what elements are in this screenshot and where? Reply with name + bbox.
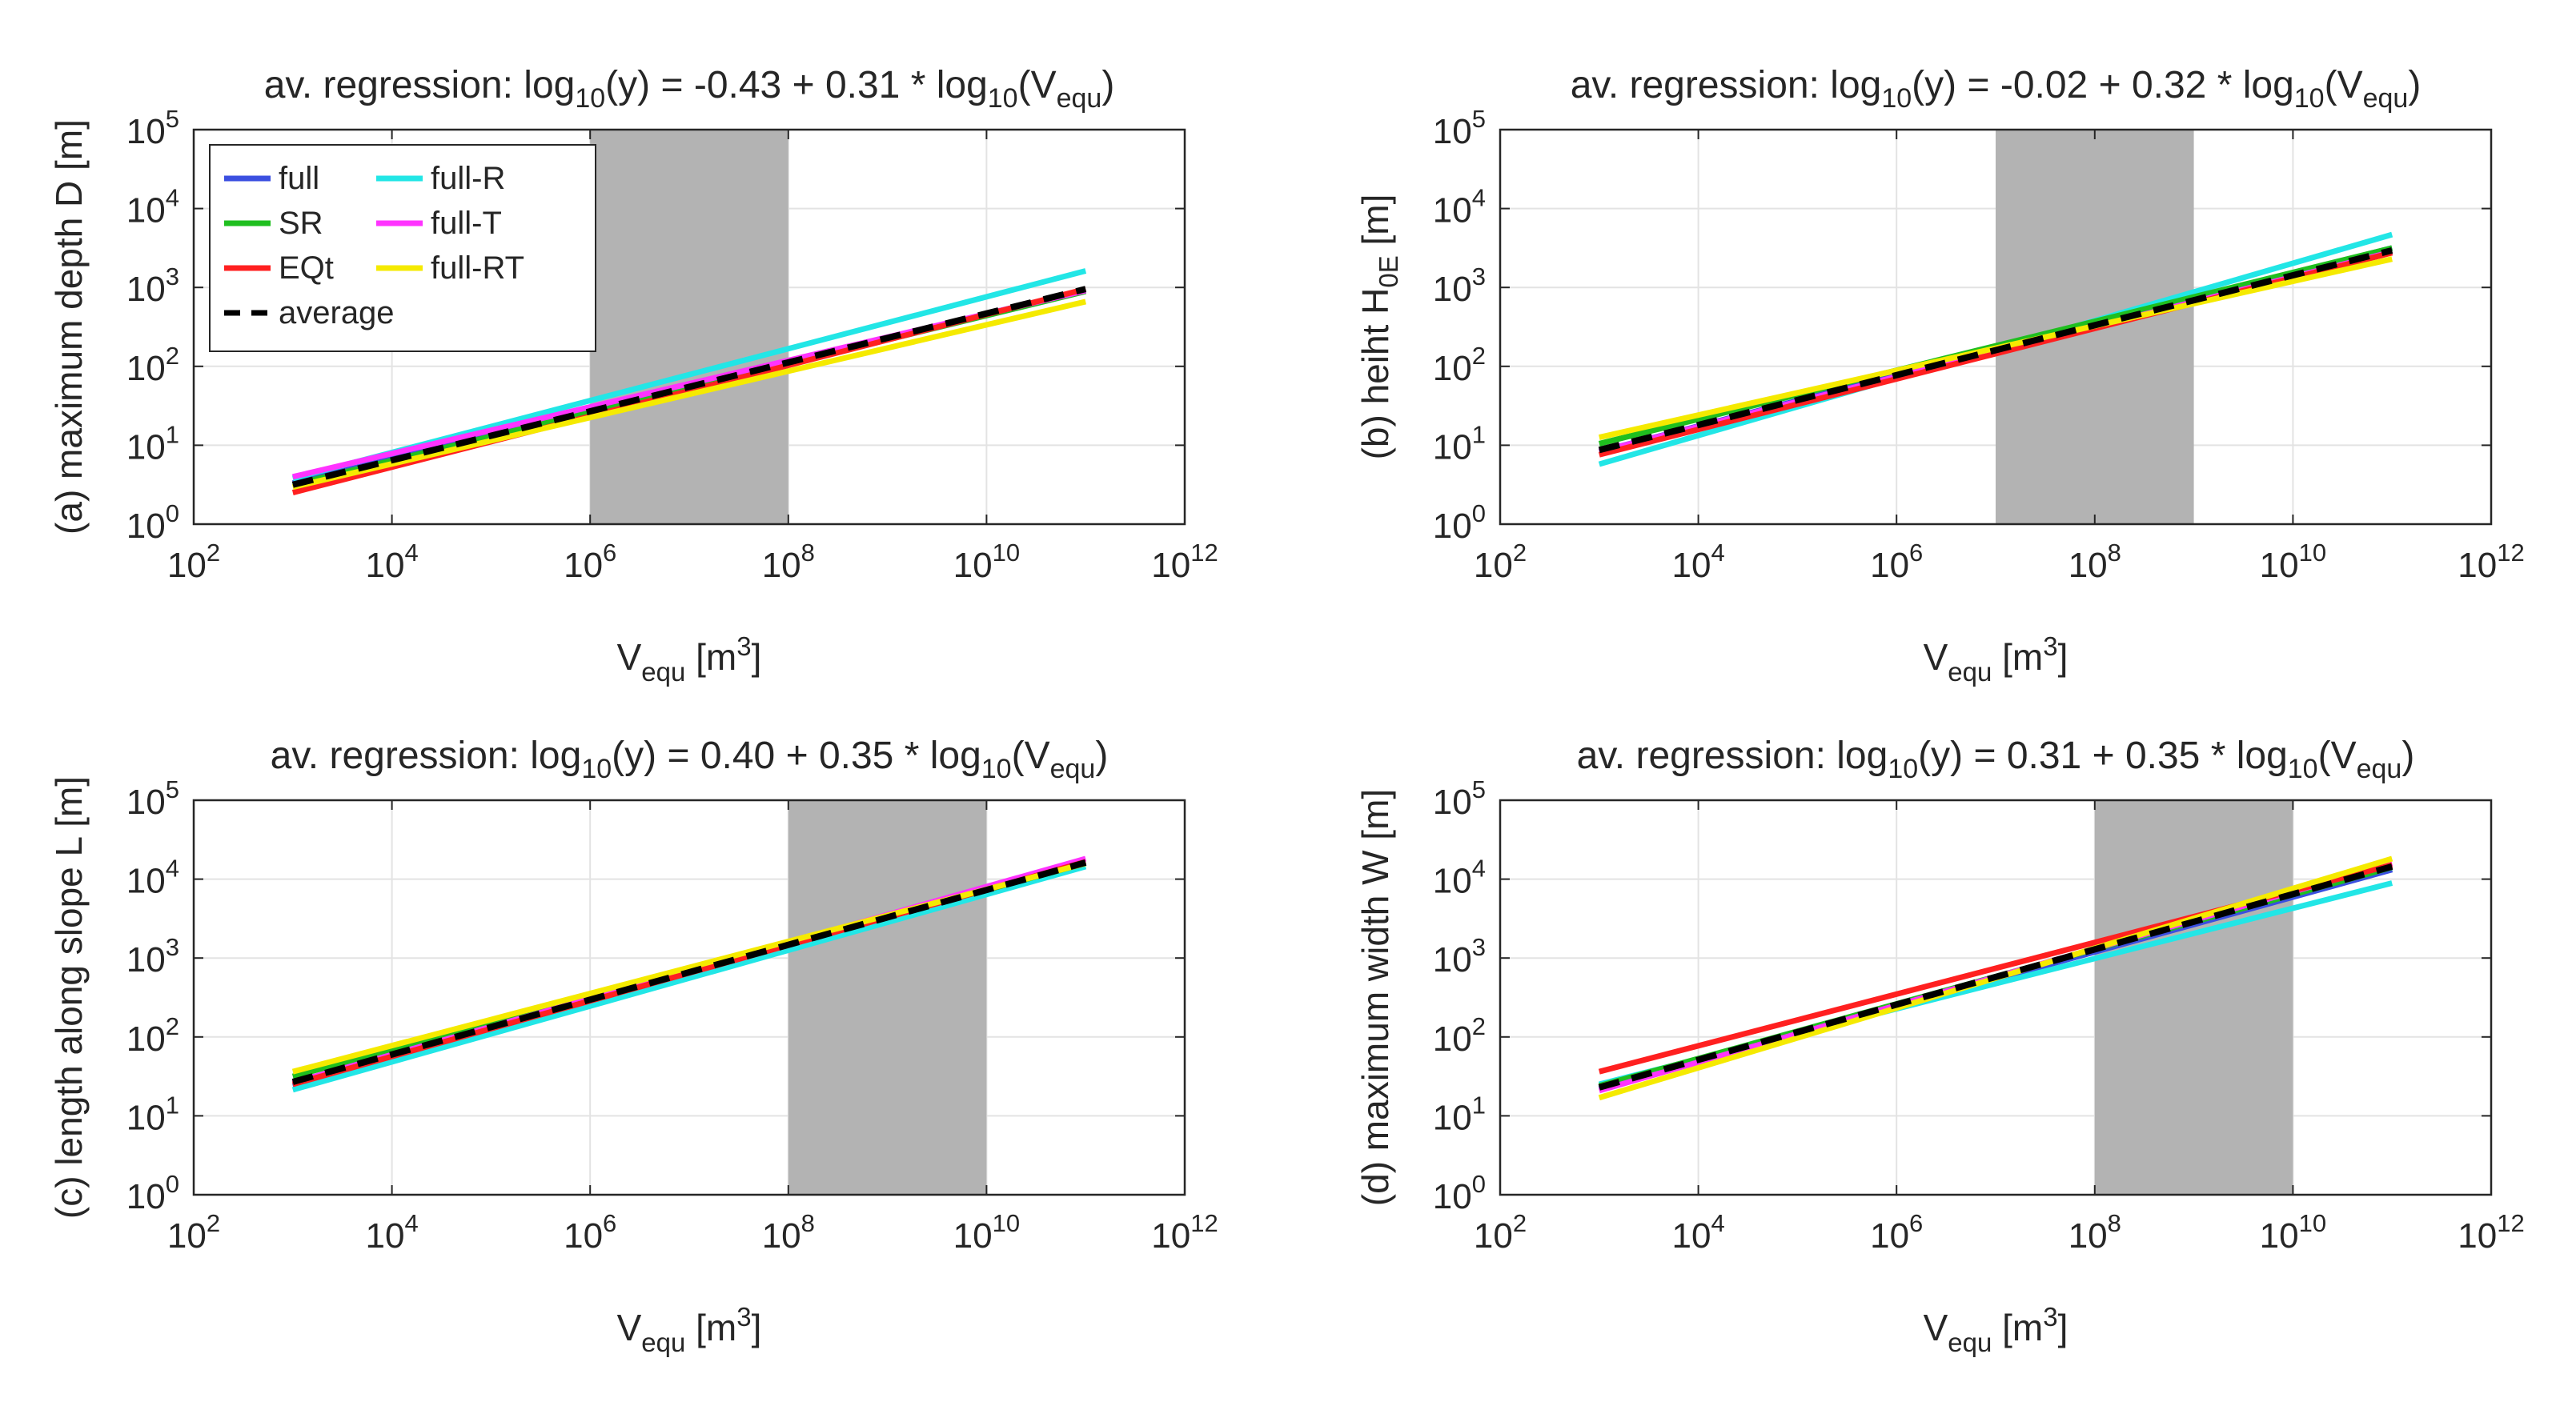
y-axis-title: (d) maximum width W [m] [1354, 789, 1396, 1206]
y-tick-label: 103 [126, 933, 179, 979]
y-tick-label: 104 [126, 184, 179, 230]
shaded-range [590, 130, 788, 524]
shaded-range [788, 800, 987, 1195]
x-tick-label: 102 [1474, 539, 1527, 585]
y-tick-label: 102 [1433, 342, 1486, 388]
y-tick-label: 100 [1433, 1170, 1486, 1216]
y-tick-label: 103 [1433, 262, 1486, 309]
y-tick-label: 105 [1433, 775, 1486, 822]
y-tick-label: 101 [126, 1091, 179, 1137]
legend-label-SR: SR [279, 206, 323, 241]
y-axis-title: (c) length along slope L [m] [48, 776, 90, 1219]
x-tick-label: 102 [167, 539, 220, 585]
y-tick-label: 100 [1433, 499, 1486, 546]
x-tick-label: 102 [1474, 1209, 1527, 1256]
y-tick-label: 101 [1433, 420, 1486, 467]
x-tick-label: 106 [564, 1209, 616, 1256]
x-tick-label: 108 [2068, 539, 2121, 585]
x-tick-label: 1010 [2260, 539, 2326, 585]
y-tick-label: 100 [126, 499, 179, 546]
x-tick-label: 104 [1671, 539, 1724, 585]
axes-box [1499, 128, 2493, 526]
x-tick-label: 108 [762, 1209, 815, 1256]
shaded-range [2094, 800, 2293, 1195]
x-tick-label: 102 [167, 1209, 220, 1256]
x-tick-label: 108 [762, 539, 815, 585]
x-tick-label: 104 [1671, 1209, 1724, 1256]
plot-area [1500, 800, 2491, 1195]
panel-a: 102 104 106 108 1010 1012 100 101 102 103 104 105 av… [48, 64, 1218, 687]
x-tick-label: 106 [564, 539, 616, 585]
legend-label-average: average [279, 295, 395, 330]
plot-title: av. regression: log10(y) = 0.31 + 0.35 *… [1577, 735, 2415, 784]
series-line-average [291, 859, 1087, 1085]
y-tick-label: 101 [1433, 1091, 1486, 1137]
legend-label-full-RT: full-RT [431, 250, 524, 286]
series-line-average [291, 286, 1087, 488]
x-tick-label: 1010 [953, 1209, 1020, 1256]
x-tick-label: 104 [365, 1209, 418, 1256]
legend-label-full-R: full-R [431, 161, 505, 196]
plot-title: av. regression: log10(y) = -0.43 + 0.31 … [264, 64, 1115, 114]
x-axis-title: Vequ [m3] [617, 631, 762, 687]
x-tick-label: 1010 [2260, 1209, 2326, 1256]
series-line-average [1598, 246, 2393, 454]
series-line-average [1598, 863, 2393, 1091]
x-tick-label: 106 [1870, 1209, 1923, 1256]
y-tick-label: 104 [126, 855, 179, 901]
x-tick-label: 1012 [2458, 539, 2524, 585]
axes-box [1499, 799, 2493, 1196]
panel-b: 102 104 106 108 1010 1012 100 101 102 103 104 105 av… [1354, 64, 2525, 687]
x-tick-label: 108 [2068, 1209, 2121, 1256]
y-tick-label: 102 [126, 1012, 179, 1059]
plot-title: av. regression: log10(y) = 0.40 + 0.35 *… [271, 735, 1109, 784]
x-axis-title: Vequ [m3] [1924, 631, 2068, 687]
x-tick-label: 1010 [953, 539, 1020, 585]
y-tick-label: 103 [126, 262, 179, 309]
y-axis-title: (b) heiht H0E [m] [1354, 194, 1403, 460]
y-axis-title: (a) maximum depth D [m] [48, 119, 90, 535]
axes-box [192, 799, 1186, 1196]
y-tick-label: 105 [126, 105, 179, 151]
y-tick-label: 102 [126, 342, 179, 388]
axes-box [192, 128, 1186, 526]
plot-title: av. regression: log10(y) = -0.02 + 0.32 … [1571, 64, 2422, 114]
plot-area [194, 800, 1185, 1195]
y-tick-label: 102 [1433, 1012, 1486, 1059]
x-tick-label: 104 [365, 539, 418, 585]
panel-d: 102 104 106 108 1010 1012 100 101 102 103 104 105 av… [1354, 735, 2525, 1357]
x-axis-title: Vequ [m3] [1924, 1302, 2068, 1357]
legend-label-EQt: EQt [279, 250, 334, 286]
legend: full full-R SR full-T EQt full-RT average [209, 144, 596, 352]
legend-label-full-T: full-T [431, 206, 502, 241]
x-axis-title: Vequ [m3] [617, 1302, 762, 1357]
x-tick-label: 1012 [2458, 1209, 2524, 1256]
series-line-full-R [291, 863, 1087, 1093]
x-tick-label: 1012 [1151, 539, 1218, 585]
y-tick-label: 104 [1433, 184, 1486, 230]
x-tick-label: 1012 [1151, 1209, 1218, 1256]
y-tick-label: 103 [1433, 933, 1486, 979]
x-tick-label: 106 [1870, 539, 1923, 585]
series-line-full-RT [292, 298, 1086, 491]
y-tick-label: 105 [1433, 105, 1486, 151]
y-tick-label: 105 [126, 775, 179, 822]
y-tick-label: 100 [126, 1170, 179, 1216]
panel-c: 102 104 106 108 1010 1012 100 101 102 103 104 105 av… [48, 735, 1218, 1357]
legend-label-full: full [279, 161, 319, 196]
y-tick-label: 104 [1433, 855, 1486, 901]
y-tick-label: 101 [126, 420, 179, 467]
